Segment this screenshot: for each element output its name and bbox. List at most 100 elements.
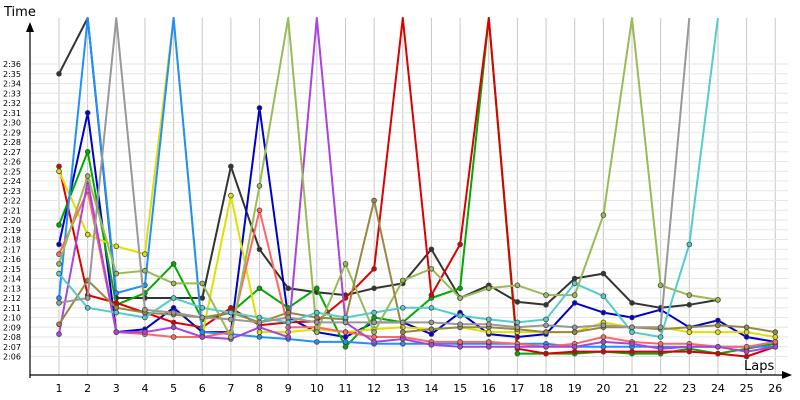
data-point — [256, 314, 263, 321]
data-point — [371, 334, 377, 340]
series-line — [58, 199, 776, 334]
data-point — [56, 331, 62, 337]
data-point — [371, 314, 377, 321]
y-tick-label: 2:18 — [3, 236, 21, 245]
data-point — [228, 163, 234, 170]
data-point — [228, 309, 234, 316]
data-point — [199, 329, 206, 335]
data-point — [170, 319, 177, 326]
x-tick-label: 25 — [740, 382, 754, 395]
data-point — [170, 280, 177, 287]
data-point — [514, 324, 521, 331]
data-point — [399, 329, 406, 335]
data-point — [56, 71, 62, 77]
data-point — [285, 314, 292, 321]
series-6 — [56, 17, 779, 350]
data-point — [342, 314, 349, 321]
x-tick-label: 9 — [285, 382, 292, 395]
x-tick-labels: 1 2 3 4 5 6 7 8 9 10 11 12 13 14 15 16 17 18 19 20 21 22 23 24 2… — [56, 382, 783, 395]
data-point — [228, 304, 234, 311]
data-point — [113, 270, 120, 277]
y-tick-label: 2:19 — [3, 226, 21, 235]
y-tick-label: 2:12 — [3, 294, 21, 303]
data-point — [457, 312, 463, 319]
y-tick-label: 2:36 — [3, 60, 21, 69]
data-point — [743, 329, 750, 335]
x-axis-label: Laps — [744, 359, 774, 374]
data-point — [600, 270, 607, 277]
x-tick-label: 15 — [453, 382, 467, 395]
data-point — [600, 322, 607, 329]
data-point — [686, 301, 693, 308]
y-tick-label: 2:11 — [3, 304, 21, 313]
data-point — [399, 319, 406, 326]
data-point — [571, 324, 578, 331]
data-point — [256, 285, 263, 292]
series-8 — [56, 17, 779, 355]
data-point — [629, 324, 635, 331]
grid — [30, 18, 788, 375]
data-point — [428, 265, 435, 272]
data-point — [256, 334, 263, 340]
data-point — [485, 316, 492, 323]
y-tick-label: 2:30 — [3, 119, 21, 128]
data-point — [371, 285, 377, 292]
data-point — [629, 314, 635, 321]
data-point — [657, 324, 664, 331]
data-point — [600, 212, 607, 218]
x-tick-label: 23 — [682, 382, 696, 395]
x-tick-label: 14 — [424, 382, 438, 395]
data-point — [657, 282, 664, 289]
data-point — [56, 321, 62, 328]
data-point — [56, 168, 62, 175]
data-point — [371, 319, 377, 326]
data-point — [313, 309, 320, 316]
data-point — [485, 343, 492, 350]
y-axis-arrow — [26, 22, 34, 32]
data-point — [84, 149, 91, 155]
series-line — [58, 189, 776, 348]
data-point — [457, 321, 463, 328]
data-point — [571, 275, 578, 282]
data-point — [84, 110, 91, 116]
data-point — [399, 277, 406, 284]
data-point — [715, 343, 721, 350]
data-point — [428, 246, 435, 253]
series-line — [58, 17, 719, 338]
y-tick-label: 2:17 — [3, 245, 21, 254]
data-point — [84, 304, 91, 311]
data-point — [113, 304, 120, 311]
x-tick-label: 12 — [367, 382, 381, 395]
data-point — [56, 295, 62, 301]
data-point — [543, 316, 549, 323]
data-point — [600, 339, 607, 345]
data-point — [715, 350, 721, 357]
data-point — [399, 336, 406, 342]
data-point — [715, 329, 721, 335]
data-point — [170, 295, 177, 301]
data-point — [571, 329, 578, 335]
y-tick-label: 2:20 — [3, 216, 21, 225]
data-point — [428, 304, 435, 311]
x-tick-label: 2 — [84, 382, 91, 395]
data-point — [371, 309, 377, 316]
data-point — [715, 297, 721, 303]
x-tick-label: 16 — [482, 382, 496, 395]
data-point — [342, 319, 349, 326]
data-point — [571, 343, 578, 350]
x-tick-label: 7 — [227, 382, 234, 395]
y-axis-label: Time — [3, 5, 36, 20]
data-point — [629, 348, 635, 355]
y-tick-label: 2:22 — [3, 197, 21, 206]
data-point — [543, 301, 549, 308]
series-9 — [56, 17, 721, 340]
data-point — [313, 314, 320, 321]
data-point — [600, 348, 607, 355]
y-tick-label: 2:31 — [3, 109, 21, 118]
data-point — [256, 319, 263, 326]
data-point — [457, 295, 463, 301]
data-point — [285, 334, 292, 340]
data-point — [142, 314, 148, 321]
data-point — [543, 350, 549, 357]
